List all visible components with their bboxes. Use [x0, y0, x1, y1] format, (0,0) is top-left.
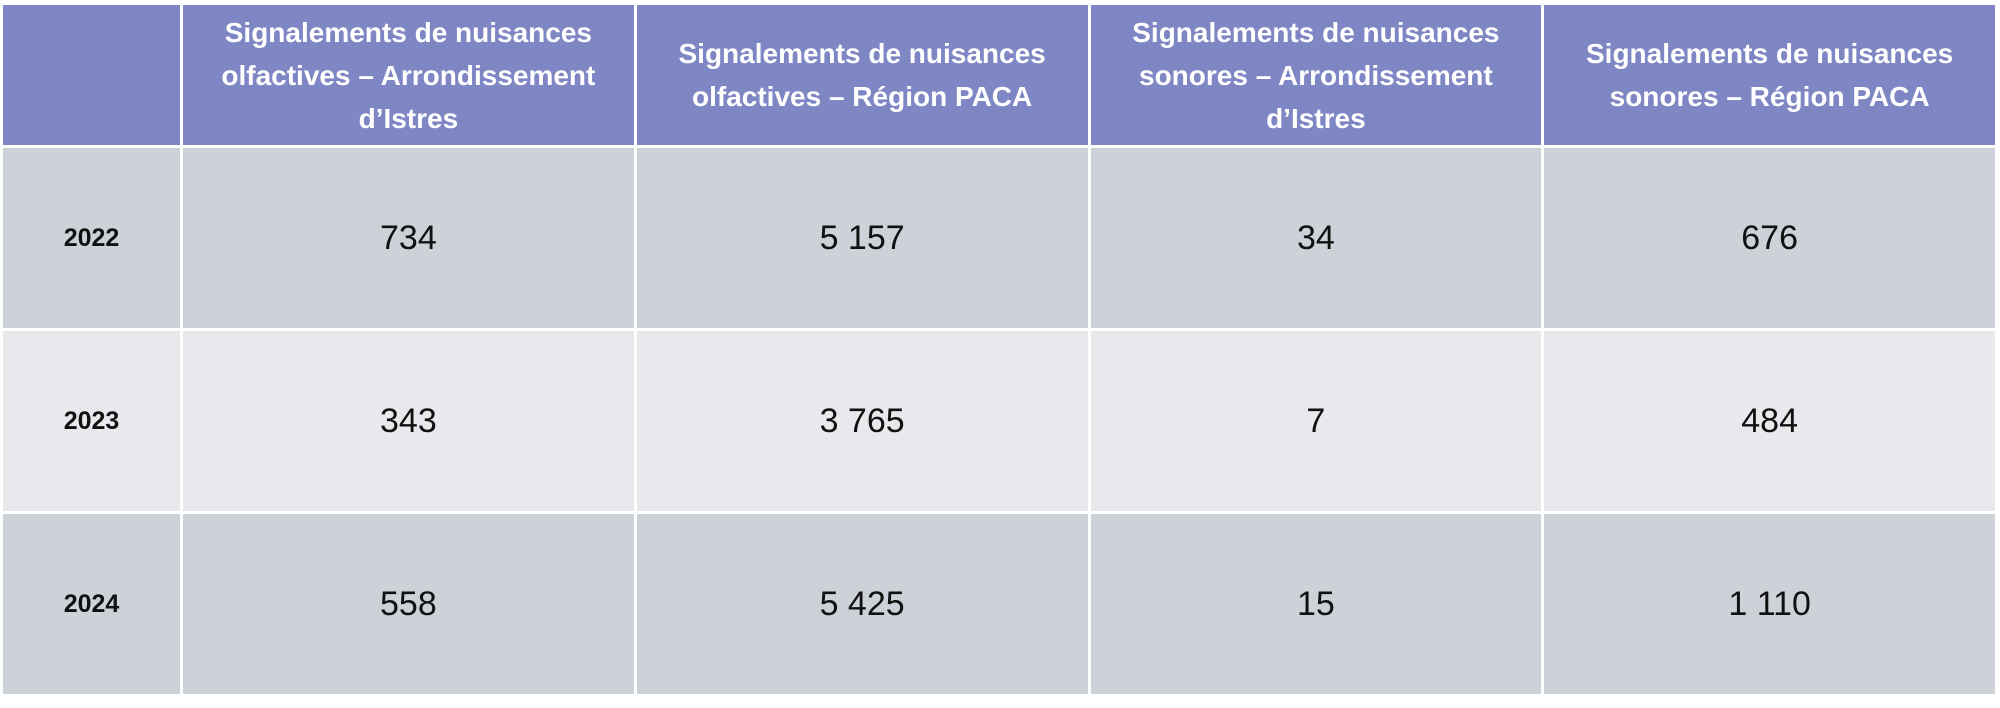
table-cell: 734 — [180, 145, 637, 331]
corner-cell — [0, 2, 183, 148]
row-header: 2022 — [0, 145, 183, 331]
column-header: Signalements de nuisances olfactives – R… — [633, 2, 1091, 148]
table-cell: 15 — [1087, 511, 1545, 697]
column-header: Signalements de nuisances sonores – Régi… — [1541, 2, 1998, 148]
table-cell: 558 — [180, 511, 637, 697]
row-header: 2023 — [0, 328, 183, 514]
column-header: Signalements de nuisances sonores – Arro… — [1087, 2, 1545, 148]
table-row: 2022 734 5 157 34 676 — [0, 145, 1998, 331]
table-cell: 5 157 — [633, 145, 1091, 331]
table-cell: 676 — [1541, 145, 1998, 331]
table-row: 2023 343 3 765 7 484 — [0, 328, 1998, 514]
table-cell: 3 765 — [633, 328, 1091, 514]
table-cell: 343 — [180, 328, 637, 514]
table-cell: 484 — [1541, 328, 1998, 514]
table-cell: 34 — [1087, 145, 1545, 331]
table-cell: 1 110 — [1541, 511, 1998, 697]
table-body: 2022 734 5 157 34 676 2023 343 3 765 7 484 2024 558… — [0, 145, 1998, 697]
table-row: 2024 558 5 425 15 1 110 — [0, 511, 1998, 697]
row-header: 2024 — [0, 511, 183, 697]
table-cell: 5 425 — [633, 511, 1091, 697]
column-header: Signalements de nuisances olfactives – A… — [180, 2, 637, 148]
table-cell: 7 — [1087, 328, 1545, 514]
header-row: Signalements de nuisances olfactives – A… — [0, 2, 1998, 148]
